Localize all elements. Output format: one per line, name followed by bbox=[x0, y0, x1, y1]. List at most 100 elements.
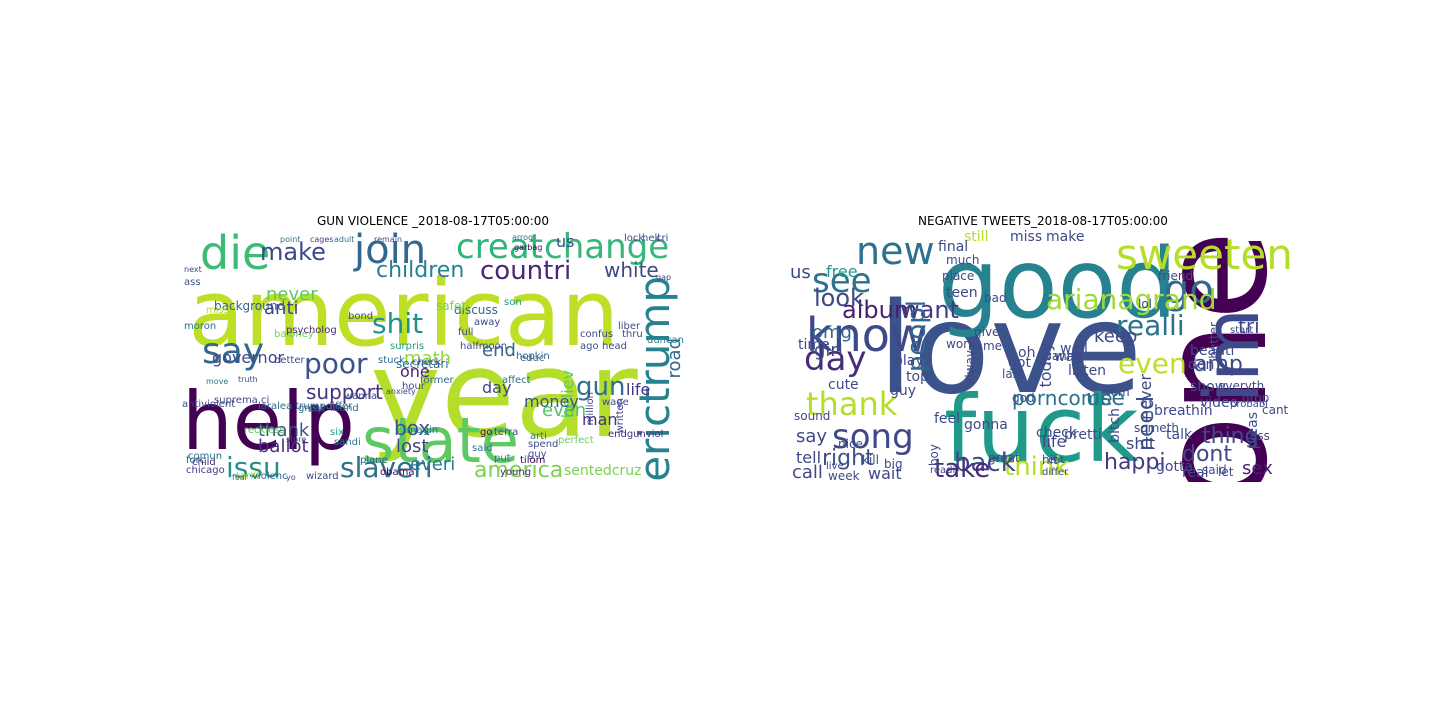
word: take bbox=[934, 454, 991, 482]
word: arianagrand bbox=[1046, 283, 1217, 316]
word: box bbox=[394, 416, 431, 440]
word: cages bbox=[310, 235, 334, 244]
word: still bbox=[964, 230, 989, 245]
word: well bbox=[1060, 341, 1088, 357]
word: obama bbox=[380, 467, 415, 478]
word: children bbox=[376, 258, 465, 283]
word: life bbox=[1042, 432, 1067, 451]
word: wanna bbox=[1042, 349, 1082, 363]
word: laralea trumpdiffer bbox=[258, 401, 353, 412]
word: tariff bbox=[236, 471, 260, 482]
word: everi bbox=[410, 454, 456, 475]
word: sex bbox=[1242, 458, 1273, 479]
word: hit bbox=[1042, 453, 1058, 467]
word: ass bbox=[1250, 429, 1270, 443]
word: song bbox=[832, 417, 914, 457]
word: miss bbox=[1010, 230, 1043, 245]
word: bond bbox=[348, 311, 374, 322]
word: ass bbox=[184, 277, 201, 288]
word: better bbox=[274, 355, 305, 366]
word: feel bbox=[934, 411, 961, 427]
word: look bbox=[814, 284, 864, 312]
word: discuss bbox=[454, 303, 498, 317]
word: educ bbox=[520, 353, 545, 364]
word: fuck bbox=[944, 376, 1139, 482]
word: anxiety bbox=[386, 387, 416, 396]
word: say bbox=[796, 426, 828, 447]
word: great bbox=[298, 403, 325, 414]
word: year bbox=[370, 326, 638, 465]
word: go bbox=[480, 427, 493, 438]
word: show bbox=[1190, 379, 1227, 395]
word: duncan bbox=[647, 335, 684, 346]
word: violenc bbox=[252, 471, 288, 482]
word: final bbox=[938, 239, 969, 255]
word: antiviolent bbox=[182, 399, 236, 410]
word: day bbox=[804, 339, 867, 379]
word: everyth bbox=[1218, 379, 1265, 393]
word: girl bbox=[814, 340, 843, 361]
word: said bbox=[472, 443, 493, 454]
word: alway bbox=[963, 350, 977, 385]
word: yo bbox=[286, 473, 296, 482]
word: tell bbox=[796, 448, 822, 467]
word: baloney bbox=[274, 329, 314, 340]
word: let bbox=[1218, 465, 1234, 479]
word: hopkin bbox=[516, 351, 550, 362]
word: full bbox=[458, 327, 474, 338]
word: arti bbox=[530, 431, 547, 442]
word: thing bbox=[1202, 424, 1259, 449]
word: probabl bbox=[1230, 399, 1268, 410]
word: lost bbox=[396, 436, 429, 457]
word: friend bbox=[1158, 269, 1194, 283]
word: america bbox=[474, 458, 564, 482]
word: halfmoon bbox=[460, 341, 508, 352]
word: even bbox=[542, 400, 587, 421]
wordcloud-image: love one good fuck im know new sweeten go day see a… bbox=[790, 230, 1296, 482]
word: eat bbox=[1048, 455, 1065, 466]
word: someth bbox=[1134, 421, 1179, 435]
word: go bbox=[1164, 267, 1214, 313]
word: sentedcruz bbox=[564, 463, 642, 479]
word: cri bbox=[656, 233, 669, 244]
word: right bbox=[822, 446, 874, 471]
word: oh bbox=[1018, 345, 1036, 361]
word: drop bbox=[1242, 391, 1270, 405]
word: new bbox=[856, 230, 935, 273]
word: tilom bbox=[520, 455, 546, 466]
word: slaveri bbox=[340, 451, 433, 482]
panel-title: NEGATIVE TWEETS_2018-08-17T05:00:00 bbox=[918, 214, 1168, 228]
word: got bbox=[1008, 355, 1031, 371]
word: keep bbox=[1094, 326, 1138, 347]
word: happi bbox=[1104, 450, 1166, 475]
word: arrog bbox=[512, 233, 534, 242]
word: miss bbox=[206, 305, 229, 316]
word: wanna bbox=[344, 391, 378, 402]
word: week bbox=[828, 469, 860, 482]
word: confus bbox=[580, 329, 614, 340]
word: wizard bbox=[306, 471, 339, 482]
word: moron bbox=[184, 321, 217, 332]
word: check bbox=[412, 357, 442, 368]
word: want bbox=[900, 296, 959, 324]
word: chicago bbox=[186, 465, 225, 476]
word: six bbox=[330, 427, 344, 438]
word: amp bbox=[1194, 352, 1243, 377]
word: thank bbox=[258, 420, 310, 441]
word: kill bbox=[862, 453, 879, 467]
word: omg bbox=[812, 322, 852, 343]
wordcloud-image: american year help state die join creat change s… bbox=[182, 230, 684, 482]
word: guy bbox=[528, 449, 547, 460]
word: son bbox=[504, 297, 522, 308]
word: say bbox=[202, 331, 265, 372]
word: head bbox=[602, 341, 627, 352]
word: free bbox=[826, 262, 858, 281]
word: love bbox=[878, 275, 1143, 422]
word: start bbox=[1230, 325, 1254, 336]
word: forc bbox=[186, 455, 206, 466]
word: differ bbox=[1042, 467, 1069, 478]
word: god bbox=[1012, 391, 1035, 405]
word: change bbox=[544, 230, 670, 267]
word: video bbox=[1200, 395, 1239, 411]
word: time bbox=[798, 337, 830, 353]
